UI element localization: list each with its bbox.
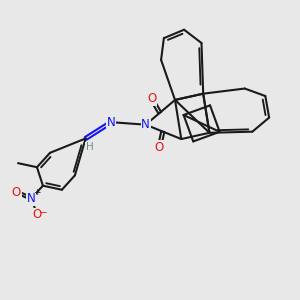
Text: O: O: [12, 185, 21, 199]
Text: H: H: [85, 142, 93, 152]
Text: N: N: [107, 116, 116, 129]
Text: N: N: [141, 118, 150, 131]
Text: O: O: [147, 92, 156, 105]
Text: −: −: [39, 208, 47, 218]
Text: O: O: [155, 141, 164, 154]
Text: +: +: [33, 188, 40, 197]
Text: N: N: [27, 192, 36, 205]
Text: O: O: [32, 208, 42, 221]
